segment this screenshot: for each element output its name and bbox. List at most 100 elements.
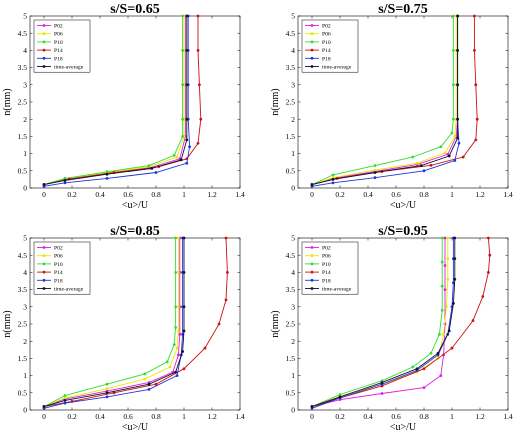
data-point-time-average <box>453 277 457 281</box>
data-point-time-average <box>419 164 423 168</box>
series-line-P06 <box>311 16 457 186</box>
x-tick-label: 0 <box>310 412 314 421</box>
data-point-time-average <box>456 49 459 52</box>
data-point-P14 <box>487 271 490 274</box>
y-tick-label: 1 <box>23 149 27 158</box>
data-point-P14 <box>474 138 478 142</box>
y-tick-label: 5 <box>23 12 27 21</box>
data-point-time-average <box>185 117 189 121</box>
y-tick-label: 1 <box>291 149 295 158</box>
y-tick-label: 2.5 <box>286 320 296 329</box>
data-point-time-average <box>63 179 67 182</box>
y-tick-label: 5 <box>291 234 295 243</box>
data-point-P10 <box>105 382 109 386</box>
legend-swatch-marker <box>42 254 46 258</box>
series-line-P18 <box>43 16 191 187</box>
data-point-time-average <box>182 305 186 309</box>
data-point-P10 <box>411 155 415 159</box>
legend-box <box>301 241 359 295</box>
data-point-time-average <box>182 236 186 240</box>
chart-title: s/S=0.85 <box>110 224 160 239</box>
data-point-time-average <box>453 257 457 261</box>
y-tick-label: 4 <box>291 268 295 277</box>
legend-label: P02 <box>322 24 331 30</box>
legend-box <box>33 241 91 295</box>
data-point-P06 <box>453 135 457 138</box>
data-point-P10 <box>172 153 176 157</box>
data-point-P10 <box>105 170 109 174</box>
data-point-time-average <box>42 405 46 408</box>
data-point-P18 <box>422 169 426 173</box>
data-point-time-average <box>181 350 185 353</box>
x-tick-label: 1.4 <box>503 412 513 421</box>
data-point-P10 <box>439 145 443 149</box>
data-point-P10 <box>181 117 185 121</box>
data-point-P06 <box>168 365 172 369</box>
data-point-time-average <box>331 178 335 181</box>
legend-swatch-marker <box>310 40 314 44</box>
data-point-P10 <box>174 305 178 309</box>
data-point-P06 <box>373 168 377 172</box>
y-tick-label: 3 <box>23 80 27 89</box>
series-line-P18 <box>311 238 454 409</box>
series-line-P10 <box>311 16 454 186</box>
x-tick-label: 1.2 <box>207 190 217 199</box>
series-line-P06 <box>43 238 179 408</box>
data-point-P14 <box>112 391 116 395</box>
data-point-P14 <box>474 83 478 87</box>
series-line-time-average <box>311 238 456 408</box>
series-line-P02 <box>43 238 181 408</box>
series-line-time-average <box>43 238 185 408</box>
legend-label: P18 <box>54 56 63 62</box>
legend-swatch-marker <box>42 246 46 249</box>
data-point-P18 <box>331 181 335 185</box>
data-point-time-average <box>105 391 109 395</box>
x-tick-label: 0.4 <box>95 412 105 421</box>
legend-swatch-marker <box>310 48 314 52</box>
legend-swatch-marker <box>42 270 46 274</box>
data-point-time-average <box>310 183 314 186</box>
data-point-time-average <box>453 236 457 240</box>
data-point-P10 <box>181 14 185 18</box>
data-point-P14 <box>429 163 433 167</box>
data-point-time-average <box>456 14 459 18</box>
data-point-P18 <box>373 176 377 180</box>
legend-swatch-marker <box>310 278 314 282</box>
x-tick-label: 1.4 <box>235 190 245 199</box>
data-point-P18 <box>453 159 457 162</box>
data-point-P02 <box>443 236 447 240</box>
data-point-P10 <box>450 131 454 135</box>
legend: P02 P06 P10 P14 P18 time-average <box>301 19 359 73</box>
chart-panel-3: s/S=0.85 0 0.2 0.4 0.6 0.8 1 1.2 1.4 0 0.5 1 1.5 2 2.5… <box>2 224 245 432</box>
data-point-P10 <box>452 14 455 18</box>
legend-label: P10 <box>322 262 331 268</box>
legend: P02 P06 P10 P14 P18 time-average <box>301 241 359 295</box>
data-point-P10 <box>452 117 455 121</box>
legend-label: P02 <box>54 24 63 30</box>
y-tick-label: 3 <box>23 302 27 311</box>
data-point-time-average <box>182 329 186 333</box>
data-point-P02 <box>443 288 447 291</box>
x-tick-label: 0.8 <box>151 190 161 199</box>
legend-swatch-marker <box>310 246 314 249</box>
chart-title: s/S=0.95 <box>378 224 428 239</box>
data-point-time-average <box>105 172 109 176</box>
data-point-P14 <box>196 141 200 145</box>
data-point-time-average <box>456 83 459 87</box>
y-tick-label: 0.5 <box>18 388 28 397</box>
data-point-P14 <box>226 271 229 274</box>
data-point-time-average <box>452 301 455 305</box>
data-point-P14 <box>461 155 465 159</box>
data-point-P14 <box>217 322 221 326</box>
data-point-P06 <box>415 161 419 165</box>
chart-title: s/S=0.75 <box>378 2 428 17</box>
data-point-time-average <box>185 83 189 87</box>
data-point-P06 <box>446 257 450 261</box>
y-tick-label: 3 <box>291 80 295 89</box>
data-point-time-average <box>456 117 459 121</box>
x-tick-label: 0 <box>310 190 314 199</box>
data-point-P14 <box>224 236 228 240</box>
y-tick-label: 5 <box>23 234 27 243</box>
data-point-P14 <box>203 346 207 350</box>
data-point-P06 <box>177 305 180 309</box>
